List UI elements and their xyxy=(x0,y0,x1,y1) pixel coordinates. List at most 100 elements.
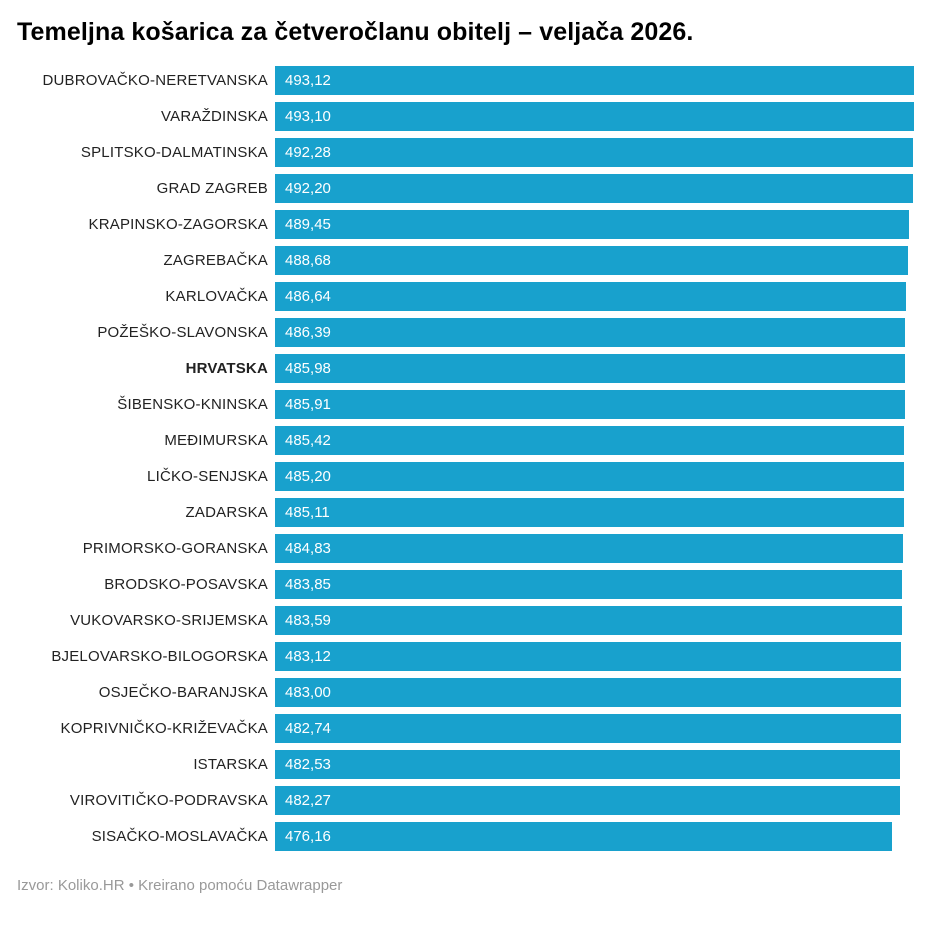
category-label: KARLOVAČKA xyxy=(165,287,268,305)
category-label: SPLITSKO-DALMATINSKA xyxy=(80,143,268,161)
bar-area: 492,20 xyxy=(275,173,914,203)
value-label: 485,98 xyxy=(285,359,331,377)
value-label: 483,59 xyxy=(285,611,331,629)
category-label: LIČKO-SENJSKA xyxy=(147,467,268,485)
category-label: ISTARSKA xyxy=(193,755,268,773)
bar-area: 482,53 xyxy=(275,749,914,779)
bar-row: MEĐIMURSKA 485,42 xyxy=(0,425,914,455)
bar-area: 483,59 xyxy=(275,605,914,635)
value-label: 484,83 xyxy=(285,539,331,557)
bar-row: DUBROVAČKO-NERETVANSKA 493,12 xyxy=(0,65,914,95)
category-label: OSJEČKO-BARANJSKA xyxy=(98,683,268,701)
bar-row: KRAPINSKO-ZAGORSKA 489,45 xyxy=(0,209,914,239)
bar-row: BJELOVARSKO-BILOGORSKA 483,12 xyxy=(0,641,914,671)
value-label: 492,28 xyxy=(285,143,331,161)
bar: 486,64 xyxy=(275,281,906,311)
value-label: 482,27 xyxy=(285,791,331,809)
bar: 485,91 xyxy=(275,389,905,419)
bar-row: SPLITSKO-DALMATINSKA 492,28 xyxy=(0,137,914,167)
bar: 485,42 xyxy=(275,425,905,455)
value-label: 485,11 xyxy=(285,503,330,521)
value-label: 493,10 xyxy=(285,107,331,125)
bar: 489,45 xyxy=(275,209,910,239)
bar-row: VARAŽDINSKA 493,10 xyxy=(0,101,914,131)
bar-row: OSJEČKO-BARANJSKA 483,00 xyxy=(0,677,914,707)
bar-row: KOPRIVNIČKO-KRIŽEVAČKA 482,74 xyxy=(0,713,914,743)
bar-area: 485,91 xyxy=(275,389,914,419)
category-label: GRAD ZAGREB xyxy=(156,179,268,197)
bar: 486,39 xyxy=(275,317,906,347)
bar-row: ZAGREBAČKA 488,68 xyxy=(0,245,914,275)
bar-row: BRODSKO-POSAVSKA 483,85 xyxy=(0,569,914,599)
bar-area: 482,27 xyxy=(275,785,914,815)
bar-rows: DUBROVAČKO-NERETVANSKA 493,12 VARAŽDINSK… xyxy=(0,65,914,851)
bar-area: 486,39 xyxy=(275,317,914,347)
bar-area: 484,83 xyxy=(275,533,914,563)
value-label: 489,45 xyxy=(285,215,331,233)
category-label: BJELOVARSKO-BILOGORSKA xyxy=(51,647,268,665)
bar-area: 493,10 xyxy=(275,101,914,131)
bar: 485,20 xyxy=(275,461,904,491)
bar-row: POŽEŠKO-SLAVONSKA 486,39 xyxy=(0,317,914,347)
value-label: 483,12 xyxy=(285,647,331,665)
bar-row: ŠIBENSKO-KNINSKA 485,91 xyxy=(0,389,914,419)
value-label: 493,12 xyxy=(285,71,331,89)
category-label: KRAPINSKO-ZAGORSKA xyxy=(88,215,268,233)
bar: 485,98 xyxy=(275,353,905,383)
category-label: ZADARSKA xyxy=(185,503,268,521)
value-label: 492,20 xyxy=(285,179,331,197)
bar: 485,11 xyxy=(275,497,904,527)
category-label: BRODSKO-POSAVSKA xyxy=(104,575,268,593)
bar: 483,85 xyxy=(275,569,902,599)
bar: 488,68 xyxy=(275,245,909,275)
category-label: MEĐIMURSKA xyxy=(164,431,268,449)
value-label: 486,39 xyxy=(285,323,331,341)
chart-title: Temeljna košarica za četveročlanu obitel… xyxy=(17,18,694,46)
bar-row: LIČKO-SENJSKA 485,20 xyxy=(0,461,914,491)
bar-row: PRIMORSKO-GORANSKA 484,83 xyxy=(0,533,914,563)
bar-row: GRAD ZAGREB 492,20 xyxy=(0,173,914,203)
bar-area: 485,20 xyxy=(275,461,914,491)
bar: 484,83 xyxy=(275,533,904,563)
category-label: VUKOVARSKO-SRIJEMSKA xyxy=(70,611,268,629)
bar-area: 485,11 xyxy=(275,497,914,527)
bar-area: 493,12 xyxy=(275,65,914,95)
value-label: 486,64 xyxy=(285,287,331,305)
bar-chart: Temeljna košarica za četveročlanu obitel… xyxy=(0,16,930,894)
value-label: 485,42 xyxy=(285,431,331,449)
bar-area: 483,85 xyxy=(275,569,914,599)
value-label: 485,20 xyxy=(285,467,331,485)
category-label: DUBROVAČKO-NERETVANSKA xyxy=(42,71,268,89)
bar: 492,28 xyxy=(275,137,913,167)
bar-row: SISAČKO-MOSLAVAČKA 476,16 xyxy=(0,821,914,851)
category-label: POŽEŠKO-SLAVONSKA xyxy=(97,323,268,341)
bar-area: 489,45 xyxy=(275,209,914,239)
bar-area: 488,68 xyxy=(275,245,914,275)
bar-area: 485,98 xyxy=(275,353,914,383)
bar-area: 485,42 xyxy=(275,425,914,455)
bar: 492,20 xyxy=(275,173,913,203)
value-label: 483,00 xyxy=(285,683,331,701)
value-label: 485,91 xyxy=(285,395,331,413)
value-label: 482,53 xyxy=(285,755,331,773)
bar: 482,27 xyxy=(275,785,900,815)
bar-area: 483,00 xyxy=(275,677,914,707)
bar-row: VUKOVARSKO-SRIJEMSKA 483,59 xyxy=(0,605,914,635)
bar: 483,00 xyxy=(275,677,901,707)
category-label: ŠIBENSKO-KNINSKA xyxy=(117,395,268,413)
value-label: 482,74 xyxy=(285,719,331,737)
category-label: SISAČKO-MOSLAVAČKA xyxy=(91,827,268,845)
bar-row: ZADARSKA 485,11 xyxy=(0,497,914,527)
bar-area: 486,64 xyxy=(275,281,914,311)
category-label: HRVATSKA xyxy=(185,359,268,377)
bar: 493,12 xyxy=(275,65,914,95)
category-label: KOPRIVNIČKO-KRIŽEVAČKA xyxy=(60,719,268,737)
bar-area: 476,16 xyxy=(275,821,914,851)
bar-row: VIROVITIČKO-PODRAVSKA 482,27 xyxy=(0,785,914,815)
bar: 482,53 xyxy=(275,749,901,779)
bar: 493,10 xyxy=(275,101,914,131)
bar-row: ISTARSKA 482,53 xyxy=(0,749,914,779)
category-label: VIROVITIČKO-PODRAVSKA xyxy=(69,791,268,809)
bar: 476,16 xyxy=(275,821,893,851)
category-label: ZAGREBAČKA xyxy=(163,251,268,269)
